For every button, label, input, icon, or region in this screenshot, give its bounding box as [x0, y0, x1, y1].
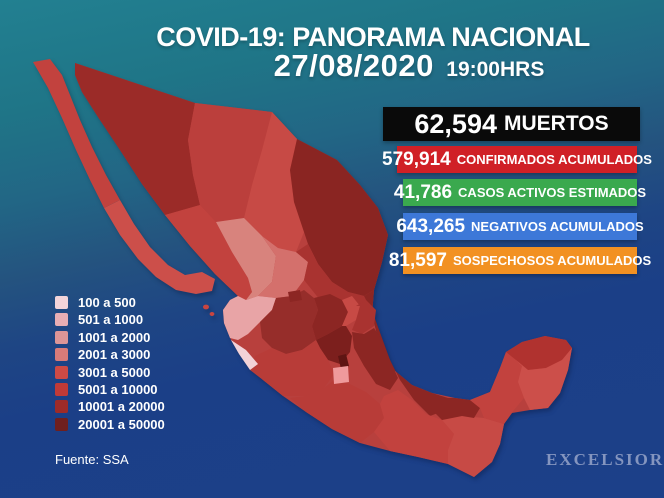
report-date: 27/08/2020 [273, 48, 434, 83]
state-tabasco [430, 398, 480, 420]
island-marias-2 [209, 312, 215, 316]
legend-swatch [55, 330, 68, 344]
state-chihuahua [188, 103, 272, 222]
state-hidalgo [352, 300, 376, 334]
state-puebla [352, 328, 398, 390]
stat-suspected-value: 81,597 [388, 249, 447, 271]
legend-swatch [55, 382, 68, 396]
legend-swatch [55, 296, 68, 309]
state-coahuila [244, 112, 304, 252]
stat-active-cases: 41,786 CASOS ACTIVOS ESTIMADOS [394, 179, 646, 206]
state-zacatecas [258, 236, 308, 298]
map-legend: 100 a 500 501 a 1000 1001 a 2000 2001 a … [55, 294, 165, 433]
stat-suspected-label: SOSPECHOSOS ACUMULADOS [452, 253, 652, 268]
state-nayarit [223, 296, 276, 340]
state-campeche [470, 352, 524, 424]
state-baja-california-sur [104, 200, 215, 294]
legend-row: 5001 a 10000 [55, 381, 165, 398]
state-quintana-roo [516, 348, 572, 410]
state-nuevo-leon-tamaulipas [290, 139, 388, 296]
legend-label: 10001 a 20000 [78, 399, 165, 415]
legend-swatch [55, 348, 68, 362]
report-dateline: 27/08/2020 19:00HRS [274, 48, 545, 84]
stat-active-value: 41,786 [393, 181, 453, 203]
stat-deaths: 62,594 MUERTOS [383, 107, 640, 141]
state-morelos [333, 366, 349, 384]
state-michoacan [250, 340, 334, 396]
state-sonora [75, 63, 200, 215]
state-baja-california [33, 59, 120, 208]
legend-row: 10001 a 20000 [55, 398, 165, 415]
stat-suspected: 81,597 SOSPECHOSOS ACUMULADOS [389, 247, 651, 274]
legend-swatch [55, 365, 68, 379]
stat-deaths-label: MUERTOS [503, 112, 609, 135]
state-guanajuato [312, 294, 348, 340]
state-queretaro [342, 296, 360, 326]
state-colima [231, 340, 258, 370]
state-jalisco [260, 290, 318, 354]
stat-confirmed-label: CONFIRMADOS ACUMULADOS [456, 152, 652, 167]
state-durango [216, 218, 276, 300]
state-chiapas [442, 416, 504, 477]
legend-row: 20001 a 50000 [55, 416, 165, 433]
state-sinaloa [165, 205, 252, 300]
stat-confirmed: 579,914 CONFIRMADOS ACUMULADOS [382, 146, 652, 173]
stat-negatives-label: NEGATIVOS ACUMULADOS [471, 219, 644, 234]
stat-negatives: 643,265 NEGATIVOS ACUMULADOS [396, 213, 644, 240]
legend-label: 20001 a 50000 [78, 416, 165, 432]
state-cdmx [338, 354, 349, 369]
data-source: Fuente: SSA [55, 452, 129, 467]
state-aguascalientes [288, 290, 302, 302]
page-title: COVID-19: PANORAMA NACIONAL [156, 22, 590, 52]
legend-row: 1001 a 2000 [55, 329, 165, 346]
legend-label: 3001 a 5000 [78, 364, 151, 380]
legend-label: 5001 a 10000 [78, 381, 158, 397]
legend-label: 1001 a 2000 [78, 329, 151, 345]
stat-confirmed-value: 579,914 [382, 148, 451, 170]
state-san-luis-potosi [296, 244, 366, 312]
legend-label: 100 a 500 [78, 295, 136, 310]
stat-deaths-value: 62,594 [414, 108, 497, 139]
legend-label: 2001 a 3000 [78, 347, 151, 363]
legend-label: 501 a 1000 [78, 312, 144, 328]
island-marias-1 [203, 304, 209, 310]
state-estado-de-mexico [316, 326, 352, 364]
stat-active-label: CASOS ACTIVOS ESTIMADOS [458, 185, 647, 200]
state-oaxaca [374, 390, 454, 464]
state-guerrero [290, 380, 384, 443]
legend-row: 501 a 1000 [55, 311, 165, 328]
legend-row: 100 a 500 [55, 294, 165, 311]
state-yucatan [506, 336, 572, 370]
excelsior-logo: EXCELSIOR [546, 450, 664, 469]
legend-swatch [55, 400, 68, 414]
stat-negatives-value: 643,265 [396, 215, 466, 237]
legend-row: 3001 a 5000 [55, 364, 165, 381]
report-time: 19:00HRS [446, 58, 545, 81]
legend-swatch [55, 417, 68, 431]
legend-row: 2001 a 3000 [55, 346, 165, 363]
legend-swatch [55, 313, 68, 327]
